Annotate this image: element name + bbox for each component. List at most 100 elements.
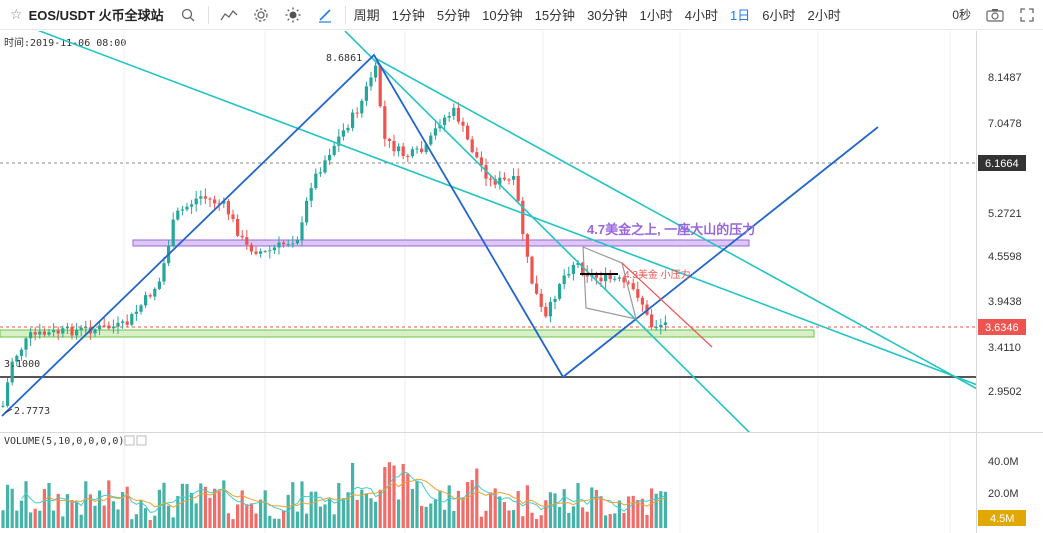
camera-icon[interactable] [979, 0, 1011, 30]
candle-body [631, 283, 635, 290]
volume-bar [341, 498, 345, 528]
descending-line-red[interactable] [621, 262, 713, 348]
channel-line-middle[interactable] [344, 31, 751, 433]
timeframe-8[interactable]: 6小时 [762, 8, 796, 23]
candle-body [447, 116, 451, 118]
candle-body [226, 201, 230, 215]
volume-bar [148, 519, 152, 528]
candle-body [134, 311, 138, 314]
candle-body [544, 306, 548, 317]
volume-bar [466, 481, 470, 528]
volume-bar [176, 495, 180, 528]
volume-bar [130, 519, 134, 528]
candle-body [38, 331, 42, 335]
volume-bar [332, 514, 336, 528]
channel-line-right[interactable] [374, 57, 990, 396]
candle-body [640, 297, 644, 305]
candle-body [222, 201, 226, 204]
candle-body [622, 277, 626, 283]
volume-bar [351, 462, 355, 528]
volume-bar [544, 500, 548, 528]
candle-body [493, 179, 497, 185]
candle-body [305, 200, 309, 223]
candle-body [374, 65, 378, 78]
candle-body [176, 210, 180, 220]
candle-body [452, 107, 456, 117]
indicator-close-icon[interactable] [136, 435, 147, 446]
indicator-settings-icon[interactable] [124, 435, 135, 446]
volume-bar [277, 518, 281, 528]
candle-body [608, 274, 612, 280]
candle-body [410, 149, 414, 157]
volume-bar [461, 497, 465, 528]
draw-icon[interactable] [309, 0, 341, 30]
timeframe-2[interactable]: 10分钟 [482, 8, 523, 23]
volume-bar [157, 489, 161, 528]
support-zone[interactable] [0, 329, 815, 338]
candle-body [286, 244, 290, 246]
candle-body [461, 121, 465, 126]
symbol-selector[interactable]: ☆ EOS/USDT 火币全球站 [0, 0, 172, 30]
candle-body [98, 325, 102, 330]
timeframe-4[interactable]: 30分钟 [587, 8, 628, 23]
resistance-zone-4.7[interactable] [132, 239, 750, 247]
timeframe-3[interactable]: 15分钟 [534, 8, 576, 23]
candle-body [208, 198, 212, 200]
theme-icon[interactable] [277, 0, 309, 30]
candle-body [203, 196, 207, 199]
fullscreen-icon[interactable] [1011, 0, 1043, 30]
channel-line-upper[interactable] [8, 31, 980, 386]
timeframe-9[interactable]: 2小时 [807, 8, 841, 23]
candle-body [185, 206, 189, 210]
volume-bar [383, 467, 387, 528]
candle-body [613, 278, 617, 280]
candle-body [180, 209, 184, 211]
volume-bar [613, 513, 617, 528]
volume-bar [604, 515, 608, 528]
price-axis: 8.1487 7.0478 6.1664 5.2721 4.5598 3.943… [978, 72, 1026, 398]
timeframe-5[interactable]: 1小时 [639, 8, 673, 23]
indicator-icon[interactable] [213, 0, 245, 30]
volume-bar [199, 483, 203, 528]
candle-body [351, 112, 355, 128]
grid-lines [123, 31, 951, 533]
volume-bar [180, 483, 184, 528]
volume-bar [6, 484, 10, 528]
candle-body [654, 327, 658, 329]
volume-bar [208, 497, 212, 528]
candle-body [581, 262, 585, 274]
candle-body [102, 325, 106, 327]
volume-bar [65, 494, 69, 528]
volume-bar [93, 505, 97, 528]
volume-bar [654, 493, 658, 528]
volume-bar [10, 488, 14, 528]
candle-body [328, 154, 332, 161]
triangle-pattern[interactable] [582, 246, 637, 320]
volume-bar [194, 503, 198, 528]
timeframe-1[interactable]: 5分钟 [436, 8, 471, 23]
trend-zigzag[interactable] [1, 53, 879, 417]
settings-icon[interactable] [245, 0, 277, 30]
search-icon[interactable] [172, 0, 204, 30]
timeframe-0[interactable]: 1分钟 [391, 8, 425, 23]
candle-body [429, 135, 433, 145]
volume-bar [530, 512, 534, 528]
volume-bar [406, 473, 410, 528]
candle-body [10, 361, 14, 383]
candle-body [291, 243, 295, 245]
timeframe-6[interactable]: 4小时 [684, 8, 718, 23]
candle-body [369, 77, 373, 87]
candle-body [259, 251, 263, 254]
star-icon[interactable]: ☆ [10, 6, 23, 22]
candle-body [438, 124, 442, 129]
volume-bar [360, 489, 364, 528]
candle-body [190, 204, 194, 207]
timeframe-7[interactable]: 1日 [730, 8, 751, 23]
volume-bar [300, 481, 304, 528]
candle-body [355, 112, 359, 114]
price-chart[interactable]: 4.7美金之上, 一座大山的压力 4.3美金 小压力 8.6861 3.1000… [0, 31, 1043, 533]
volume-bar [608, 514, 612, 528]
price-tick: 3.4110 [988, 342, 1021, 354]
volume-bar [594, 489, 598, 528]
volume-bar [79, 514, 83, 528]
